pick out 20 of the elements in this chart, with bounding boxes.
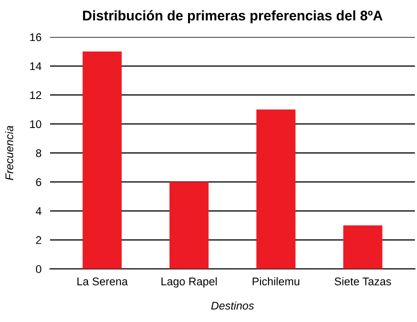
y-tick-label: 4: [36, 207, 42, 215]
y-tick-label: 8: [36, 149, 42, 158]
y-tick-label: 10: [30, 120, 42, 128]
y-tick-label: 6: [36, 178, 42, 186]
x-tick-label: Pichilemu: [252, 277, 300, 286]
y-tick-label: 14: [30, 62, 42, 70]
y-tick-label: 2: [36, 236, 42, 244]
y-tick-label: 16: [30, 33, 42, 42]
bar: [343, 225, 382, 269]
x-tick-label: La Serena: [77, 277, 128, 286]
y-tick-label: 0: [36, 265, 42, 274]
y-axis-title: Frecuencia: [5, 126, 14, 180]
y-tick-label: 12: [30, 91, 42, 100]
chart-title: Distribución de primeras preferencias del 8ºA: [83, 10, 382, 24]
x-tick-label: Siete Tazas: [334, 277, 392, 286]
x-tick-label: Lago Rapel: [162, 277, 217, 288]
bar: [169, 182, 209, 269]
bar: [82, 52, 122, 269]
x-axis-title: Destinos: [211, 301, 254, 310]
bar: [256, 109, 296, 269]
